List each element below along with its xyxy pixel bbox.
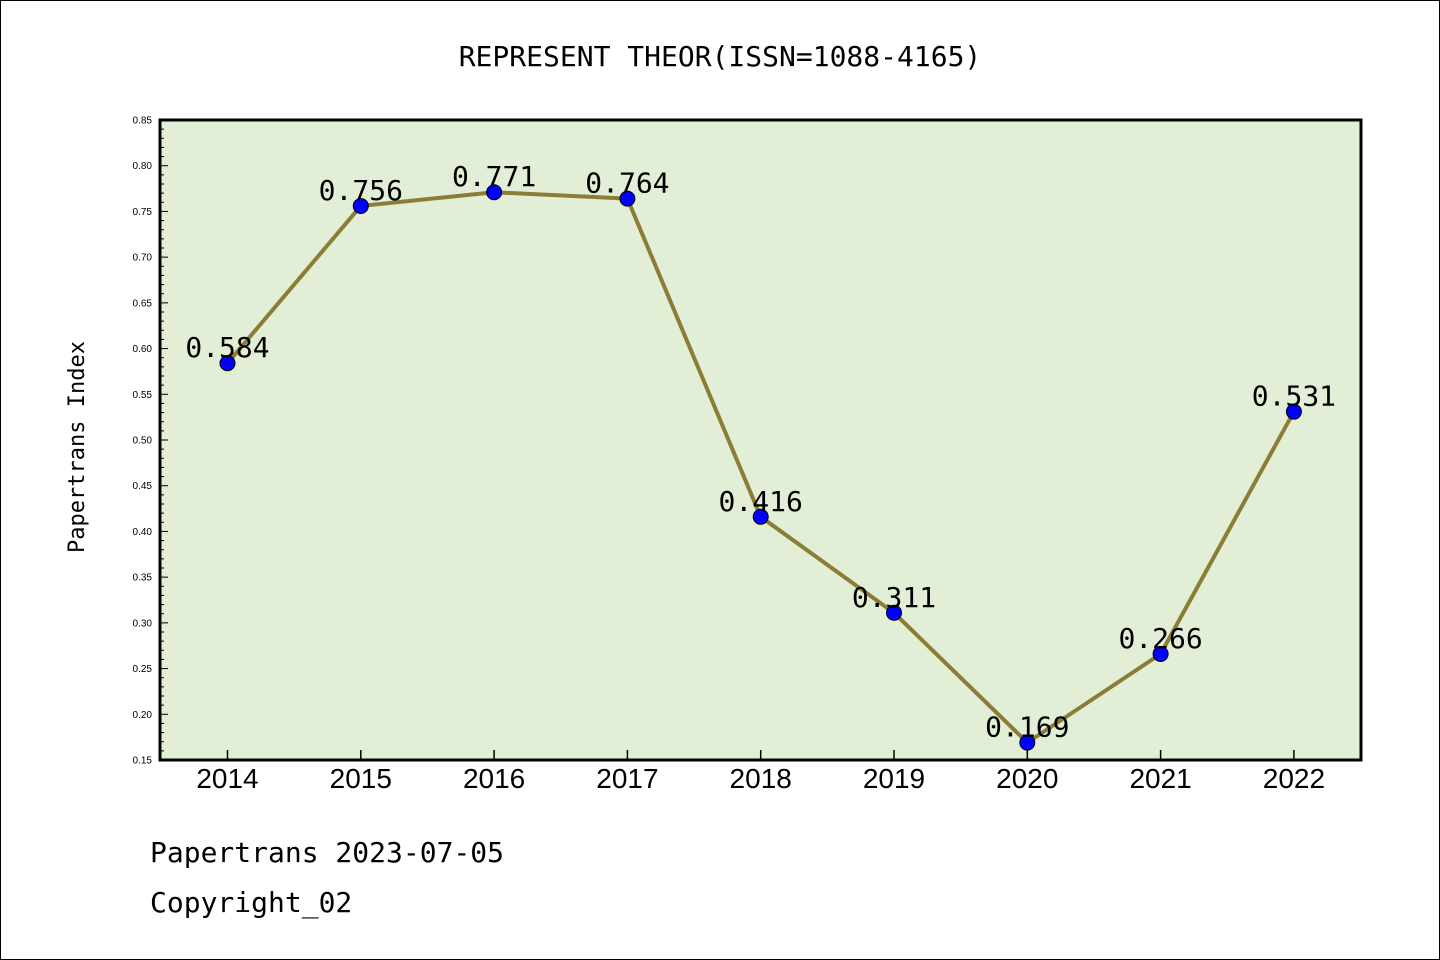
data-point-marker	[619, 190, 636, 207]
y-tick-label: 0.85	[133, 116, 153, 127]
y-tick-label: 0.70	[133, 253, 153, 264]
data-point-marker	[752, 508, 769, 525]
x-tick-label: 2014	[196, 763, 258, 794]
y-tick-label: 0.50	[133, 436, 153, 447]
x-tick-label: 2018	[730, 763, 792, 794]
y-tick-label: 0.60	[133, 344, 153, 355]
y-axis-label: Papertrans Index	[65, 341, 90, 553]
y-tick-label: 0.40	[133, 527, 153, 538]
footer-copyright: Copyright_02	[150, 886, 353, 919]
y-tick-label: 0.65	[133, 298, 153, 309]
data-point-marker	[486, 184, 503, 201]
data-label: 0.764	[585, 167, 669, 200]
data-label: 0.169	[985, 711, 1069, 744]
x-tick-label: 2017	[596, 763, 658, 794]
data-point-marker	[1285, 403, 1302, 420]
data-labels-group: 0.584 0.756 0.771 0.764 0.416 0.311 0.169 0.266…	[185, 160, 1336, 743]
y-tick-label: 0.25	[133, 664, 153, 675]
data-label: 0.311	[852, 581, 936, 614]
x-tick-label: 2015	[330, 763, 392, 794]
y-tick-label: 0.30	[133, 618, 153, 629]
y-tick-label: 0.75	[133, 207, 153, 218]
plot-area	[160, 120, 1361, 760]
data-label: 0.531	[1252, 380, 1336, 413]
data-point-marker	[1019, 734, 1036, 751]
data-label: 0.756	[319, 174, 403, 207]
data-label: 0.584	[185, 331, 269, 364]
data-point-marker	[1152, 645, 1169, 662]
data-label: 0.771	[452, 160, 536, 193]
y-tick-label: 0.15	[133, 756, 153, 767]
x-tick-label: 2016	[463, 763, 525, 794]
x-tick-label: 2021	[1129, 763, 1191, 794]
y-tick-label: 0.45	[133, 481, 153, 492]
markers-group	[219, 184, 1302, 751]
data-point-marker	[219, 355, 236, 372]
data-point-marker	[352, 197, 369, 214]
x-tick-label: 2022	[1263, 763, 1325, 794]
data-point-marker	[886, 604, 902, 621]
y-tick-label: 0.20	[133, 710, 153, 721]
data-label: 0.266	[1118, 622, 1202, 655]
y-tick-label: 0.80	[133, 161, 153, 172]
y-tick-label: 0.35	[133, 573, 153, 584]
y-tick-label: 0.55	[133, 390, 153, 401]
x-tick-label: 2020	[996, 763, 1058, 794]
footer-date: Papertrans 2023-07-05	[150, 836, 505, 869]
x-axis-ticks: 2014 2015 2016 2017 2018 2019 2020 2021 2022	[196, 750, 1325, 794]
plot-border	[158, 118, 1363, 762]
chart-title: REPRESENT THEOR(ISSN=1088-4165)	[459, 40, 982, 73]
x-tick-label: 2019	[863, 763, 925, 794]
data-label: 0.416	[719, 485, 803, 518]
